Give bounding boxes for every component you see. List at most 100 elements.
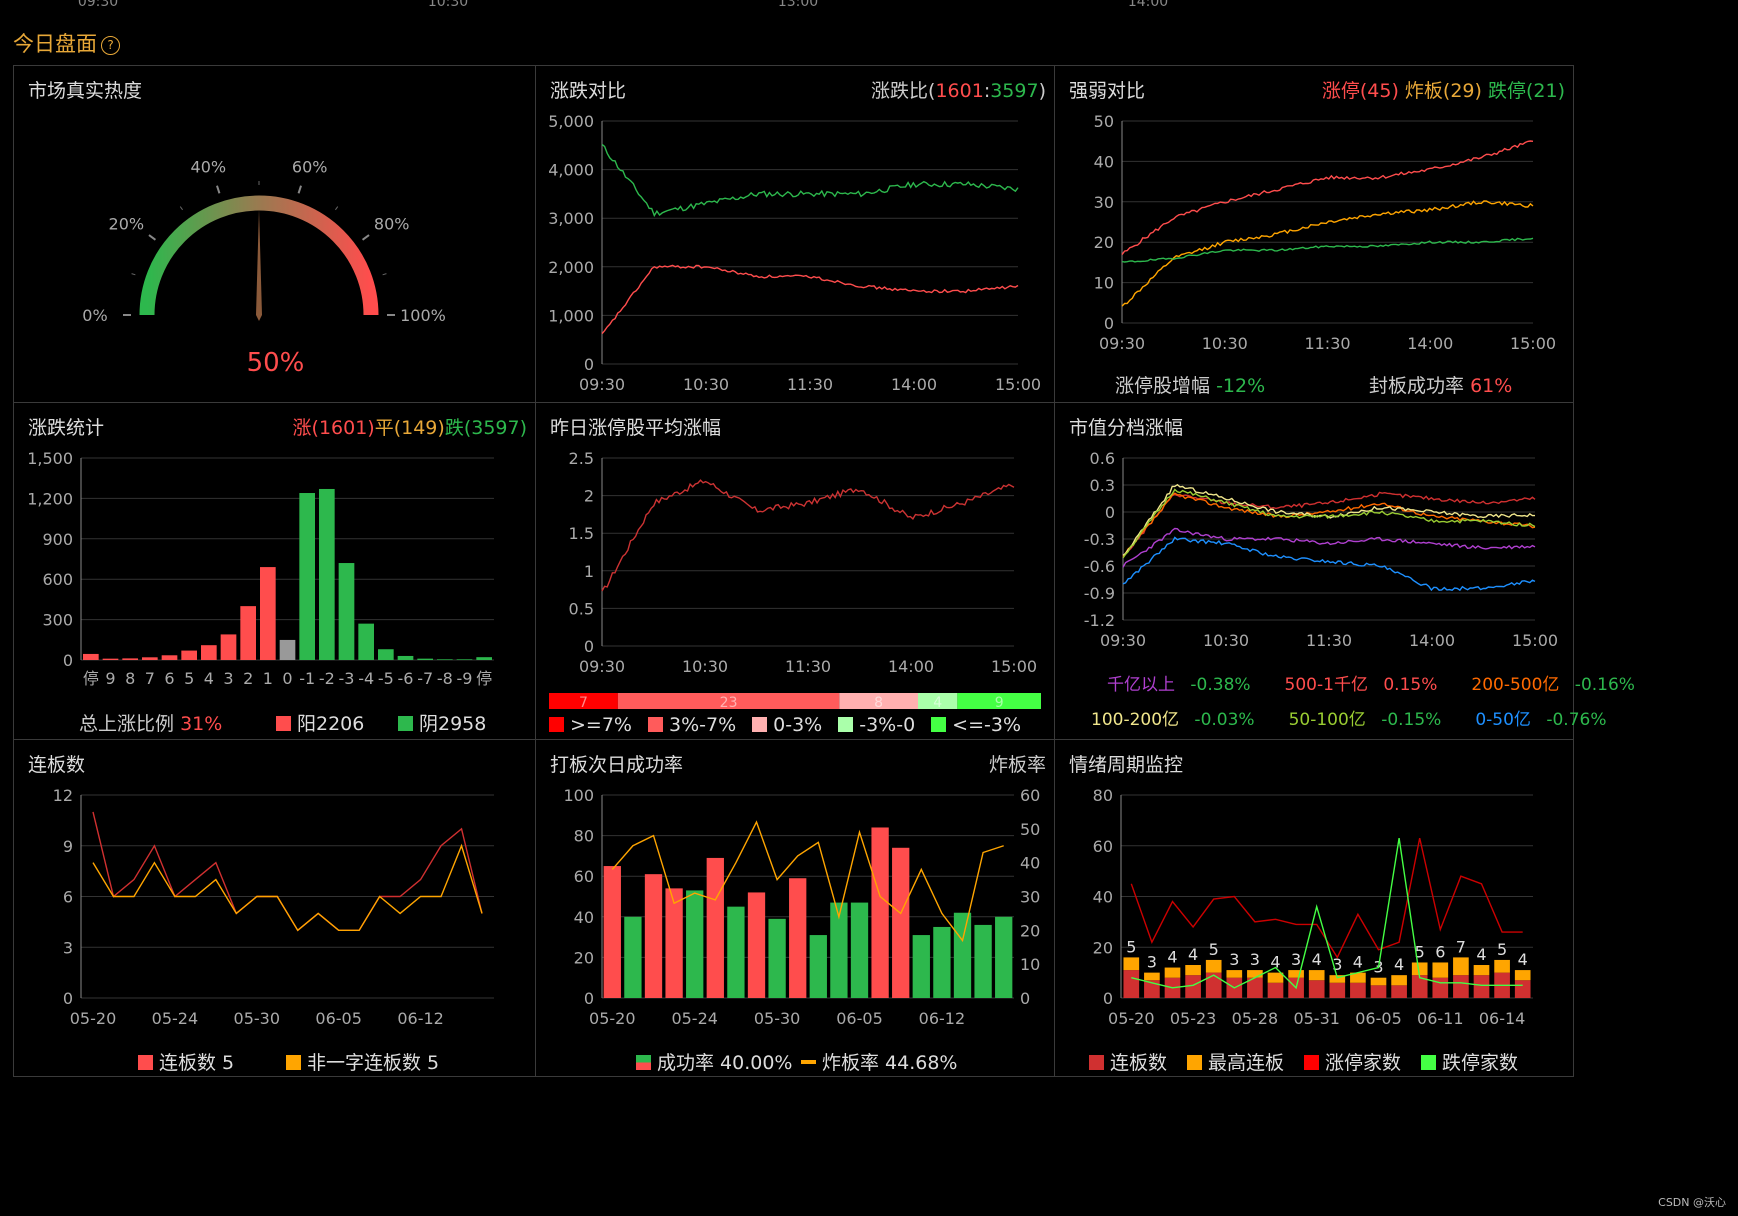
ratio-up: 1601: [935, 80, 984, 102]
bar: [142, 657, 158, 660]
bar: [747, 892, 766, 998]
y-tick-label: 60: [574, 867, 594, 886]
bar-label: 5: [1415, 942, 1425, 961]
stats-down: 跌(3597): [444, 417, 527, 439]
ratio-down: 3597: [990, 80, 1039, 102]
y-tick-label: 0: [63, 989, 73, 1008]
y-tick-label: 0: [63, 651, 73, 670]
bar-highest: [1391, 975, 1407, 986]
success-panel: 打板次日成功率 炸板率 0 20 40 60 80 100 0 10 20 30 40 50 60 05-…: [535, 739, 1055, 1077]
up-ratio-label: 总上涨比例: [79, 713, 175, 735]
limit-up-count: 涨停(45): [1321, 80, 1399, 102]
legend-label: 连板数: [1110, 1052, 1168, 1074]
y-tick-label: 0: [584, 989, 594, 1008]
bar-board: [1350, 982, 1366, 998]
cap-chart: -1.2 -0.9 -0.6 -0.3 0 0.3 0.6 09:30 10:30 11:30 14…: [1084, 449, 1558, 650]
top-axis-label: 10:30: [427, 0, 469, 10]
bar: [378, 649, 394, 660]
stats-flat: 平(149): [374, 417, 445, 439]
cap-tier-value: -0.15%: [1375, 710, 1442, 730]
bar-label: 3: [1332, 955, 1342, 974]
x-tick-label: 14:00: [888, 657, 934, 676]
bar: [871, 827, 889, 998]
series-line: [1131, 838, 1523, 990]
bar-label: 4: [1188, 945, 1198, 964]
legend-label: 跌停家数: [1442, 1052, 1519, 1074]
distribution-legend-item: <=-3%: [931, 714, 1021, 736]
mood-panel: 情绪周期监控 0 20 40 60 80 05-20 05-23 05-28 05-31 06-0…: [1054, 739, 1574, 1077]
bar: [181, 650, 197, 660]
bar-label: 7: [1456, 937, 1466, 956]
legend-label: 非一字连板数 5: [307, 1052, 440, 1074]
heat-panel: 市场真实热度 0% 20% 40% 60% 80% 100% 50%: [13, 65, 536, 403]
bar-board: [1514, 980, 1531, 998]
x-tick-label: -7: [417, 669, 433, 688]
bar-highest: [1123, 957, 1140, 971]
bar: [912, 935, 930, 998]
success-legend-2: 炸板率 44.68%: [801, 1048, 958, 1075]
cap-tier-name: 千亿以上: [1107, 675, 1175, 695]
distribution-segment: [839, 693, 918, 709]
bar: [476, 657, 492, 660]
x-tick-label: -5: [378, 669, 394, 688]
legend-label: >=7%: [570, 714, 632, 736]
mood-legend-item: 涨停家数: [1304, 1052, 1401, 1074]
y-tick-label: 0: [1104, 314, 1114, 333]
gauge-tick-label: 80%: [374, 214, 410, 233]
series-line: [601, 264, 1019, 335]
cap-tier-name: 500-1千亿: [1284, 675, 1368, 695]
mood-legend-item: 跌停家数: [1421, 1052, 1518, 1074]
inc-stat: 涨停股增幅 -12%: [1115, 371, 1265, 398]
legend-swatch: [138, 1055, 153, 1070]
panel-title: 情绪周期监控: [1069, 754, 1184, 776]
x-tick-label: 2: [243, 669, 253, 688]
yin-legend: 阴2958: [398, 709, 486, 736]
bar-highest: [1185, 965, 1201, 976]
legend-label: <=-3%: [952, 714, 1022, 736]
y-tick-label: 40: [574, 908, 594, 927]
legend-label: 最高连板: [1208, 1052, 1285, 1074]
success-chart: 0 20 40 60 80 100 0 10 20 30 40 50 60 05-20 05-24 05-30…: [563, 786, 1040, 1028]
distribution-segment: [617, 693, 840, 709]
strength-panel: 强弱对比 涨停(45) 炸板(29) 跌停(21) 0 10 20 30 40 50 09:…: [1054, 65, 1574, 403]
y-tick-label: 12: [53, 786, 73, 805]
bar-label: 3: [1147, 953, 1157, 972]
gauge-tick-label: 0%: [82, 306, 107, 325]
help-icon[interactable]: ?: [101, 36, 120, 55]
cap-tier-value: -0.03%: [1189, 710, 1255, 730]
legend-swatch: [1089, 1055, 1104, 1070]
x-tick-label: 11:30: [1304, 334, 1350, 353]
bar-label: 4: [1476, 945, 1486, 964]
stats-panel: 涨跌统计 涨(1601)平(149)跌(3597) 0 300 600 900 1,20…: [13, 402, 536, 740]
page-title-text: 今日盘面: [13, 32, 97, 56]
limit-down-count: 跌停(21): [1487, 80, 1565, 102]
bar-highest: [1453, 957, 1469, 976]
bar-board: [1205, 972, 1222, 998]
bar-board: [1123, 970, 1140, 998]
board-chart: 0 3 6 9 12 05-20 05-24 05-30 06-05 06-12: [53, 786, 494, 1028]
x-tick-label: 06-05: [1355, 1009, 1402, 1028]
x-tick-label: 09:30: [1099, 334, 1145, 353]
legend-swatch: [752, 717, 768, 732]
top-axis-label: 13:00: [777, 0, 819, 10]
bar-label: 5: [1126, 937, 1136, 956]
gauge-tick-label: 40%: [191, 158, 227, 177]
bar-highest: [1473, 965, 1490, 976]
seal-label: 封板成功率: [1369, 375, 1465, 397]
board-legend-1: 连板数 5: [138, 1048, 234, 1075]
y-tick-label: 30: [1094, 193, 1114, 212]
x-tick-label: 06-11: [1417, 1009, 1464, 1028]
gauge-major-tick: [216, 185, 221, 194]
y-tick-label: 1,000: [548, 306, 594, 325]
bar-label: 4: [1270, 953, 1280, 972]
stats-header: 涨(1601)平(149)跌(3597): [293, 413, 527, 440]
bar-highest: [1247, 970, 1263, 978]
y2-tick-label: 0: [1020, 989, 1030, 1008]
bar-highest: [1288, 970, 1304, 978]
distribution-legend-item: >=7%: [549, 714, 632, 736]
x-tick-label: 05-20: [1108, 1009, 1155, 1028]
legend-swatch: [549, 717, 564, 732]
cap-tier-value: -0.38%: [1185, 675, 1251, 695]
x-tick-label: 11:30: [785, 657, 831, 676]
